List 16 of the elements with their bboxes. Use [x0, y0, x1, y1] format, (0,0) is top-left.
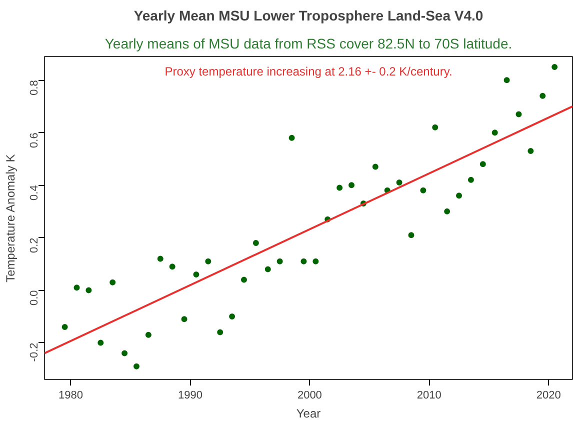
x-tick-label: 2020 [536, 390, 561, 402]
y-tick-label: 0.0 [28, 290, 40, 306]
y-tick-label: 0.2 [28, 238, 40, 253]
chart-subtitle: Yearly means of MSU data from RSS cover 82.5N to 70S latitude. [104, 36, 512, 52]
annotation: Proxy temperature increasing at 2.16 +- 0.2 K/century. [164, 64, 452, 78]
y-tick-label: -0.2 [28, 342, 40, 362]
y-tick-label: 0.4 [28, 185, 40, 200]
y-tick-label: 0.8 [28, 80, 40, 96]
x-axis-title: Year [296, 406, 321, 420]
x-tick-label: 2010 [416, 390, 442, 402]
chart-title: Yearly Mean MSU Lower Troposphere Land-Sea V4.0 [134, 8, 484, 24]
x-tick-label: 2000 [297, 390, 322, 402]
y-axis-title: Temperature Anomaly K [4, 154, 18, 282]
x-tick-label: 1980 [58, 390, 84, 402]
y-tick-label: 0.6 [28, 132, 40, 148]
x-tick-label: 1990 [178, 390, 202, 402]
